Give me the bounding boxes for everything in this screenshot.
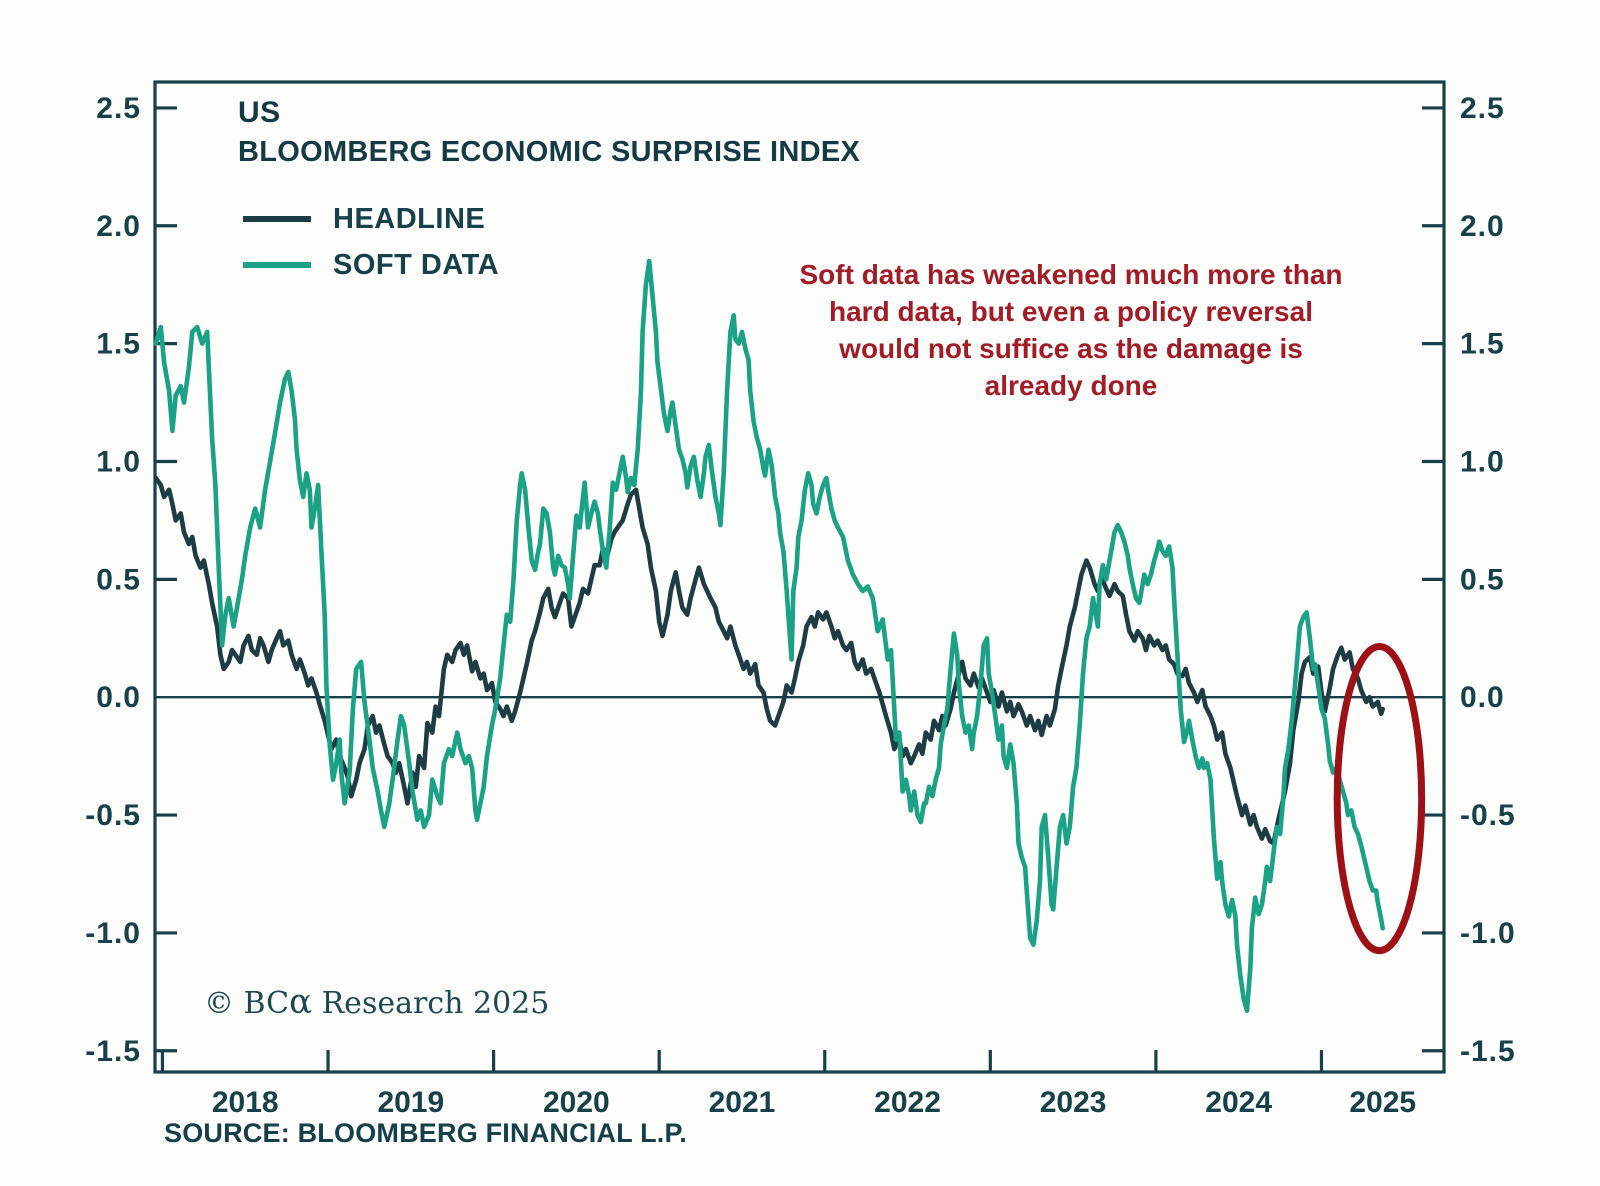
- y-axis-label-right: -1.0: [1460, 917, 1516, 950]
- legend-label-headline: HEADLINE: [333, 202, 486, 235]
- y-axis-label-right: 1.0: [1460, 446, 1505, 479]
- y-axis-label-right: 2.5: [1460, 92, 1505, 125]
- y-axis-label-left: 1.0: [96, 446, 141, 479]
- legend-label-soft-data: SOFT DATA: [333, 248, 500, 281]
- chart-title-index: BLOOMBERG ECONOMIC SURPRISE INDEX: [238, 136, 861, 168]
- highlight-ellipse: [1333, 643, 1426, 955]
- y-axis-label-right: 0.0: [1460, 681, 1505, 714]
- y-axis-label-left: 1.5: [96, 328, 141, 361]
- watermark-alpha-glyph: α: [289, 982, 313, 1022]
- source-note: SOURCE: BLOOMBERG FINANCIAL L.P.: [164, 1118, 687, 1148]
- x-axis-label: 2021: [709, 1086, 776, 1119]
- annotation-line-4: already done: [984, 370, 1158, 401]
- soft-data-line-swatch: [243, 262, 311, 268]
- plot-frame: [153, 80, 1446, 1074]
- y-axis-label-left: 2.0: [96, 210, 141, 243]
- x-axis-label: 2020: [543, 1086, 610, 1119]
- copyright-watermark: © BCα Research 2025: [204, 982, 549, 1022]
- legend: HEADLINE SOFT DATA: [243, 196, 499, 288]
- headline-line-swatch: [243, 216, 311, 222]
- y-axis-label-right: 1.5: [1460, 328, 1505, 361]
- y-axis-label-left: 0.5: [96, 563, 141, 596]
- y-axis-label-left: -1.0: [85, 917, 141, 950]
- annotation-line-2: hard data, but even a policy reversal: [829, 296, 1313, 327]
- y-axis-label-left: -0.5: [85, 799, 141, 832]
- y-axis-label-right: 2.0: [1460, 210, 1505, 243]
- x-axis-label: 2024: [1205, 1086, 1272, 1119]
- annotation-line-1: Soft data has weakened much more than: [799, 259, 1343, 290]
- chart-title: US BLOOMBERG ECONOMIC SURPRISE INDEX: [238, 96, 860, 169]
- y-axis-label-left: -1.5: [85, 1035, 141, 1068]
- x-axis-label: 2025: [1349, 1086, 1416, 1119]
- legend-item-headline: HEADLINE: [243, 196, 499, 242]
- y-axis-label-right: 0.5: [1460, 563, 1505, 596]
- watermark-prefix: © BC: [204, 986, 290, 1021]
- watermark-suffix: Research 2025: [312, 986, 550, 1021]
- y-axis-label-left: 2.5: [96, 92, 141, 125]
- annotation-text: Soft data has weakened much more than ha…: [756, 256, 1386, 404]
- headline-series-line: [153, 475, 1385, 846]
- x-axis-label: 2019: [377, 1086, 444, 1119]
- x-axis-label: 2022: [874, 1086, 941, 1119]
- x-axis-label: 2018: [212, 1086, 279, 1119]
- y-axis-label-left: 0.0: [96, 681, 141, 714]
- y-axis-label-right: -1.5: [1460, 1035, 1516, 1068]
- x-axis-label: 2023: [1040, 1086, 1107, 1119]
- annotation-line-3: would not suffice as the damage is: [839, 333, 1303, 364]
- y-axis-label-right: -0.5: [1460, 799, 1516, 832]
- legend-item-soft-data: SOFT DATA: [243, 242, 499, 288]
- chart-title-region: US: [238, 96, 281, 129]
- soft-data-series-line: [153, 258, 1385, 1014]
